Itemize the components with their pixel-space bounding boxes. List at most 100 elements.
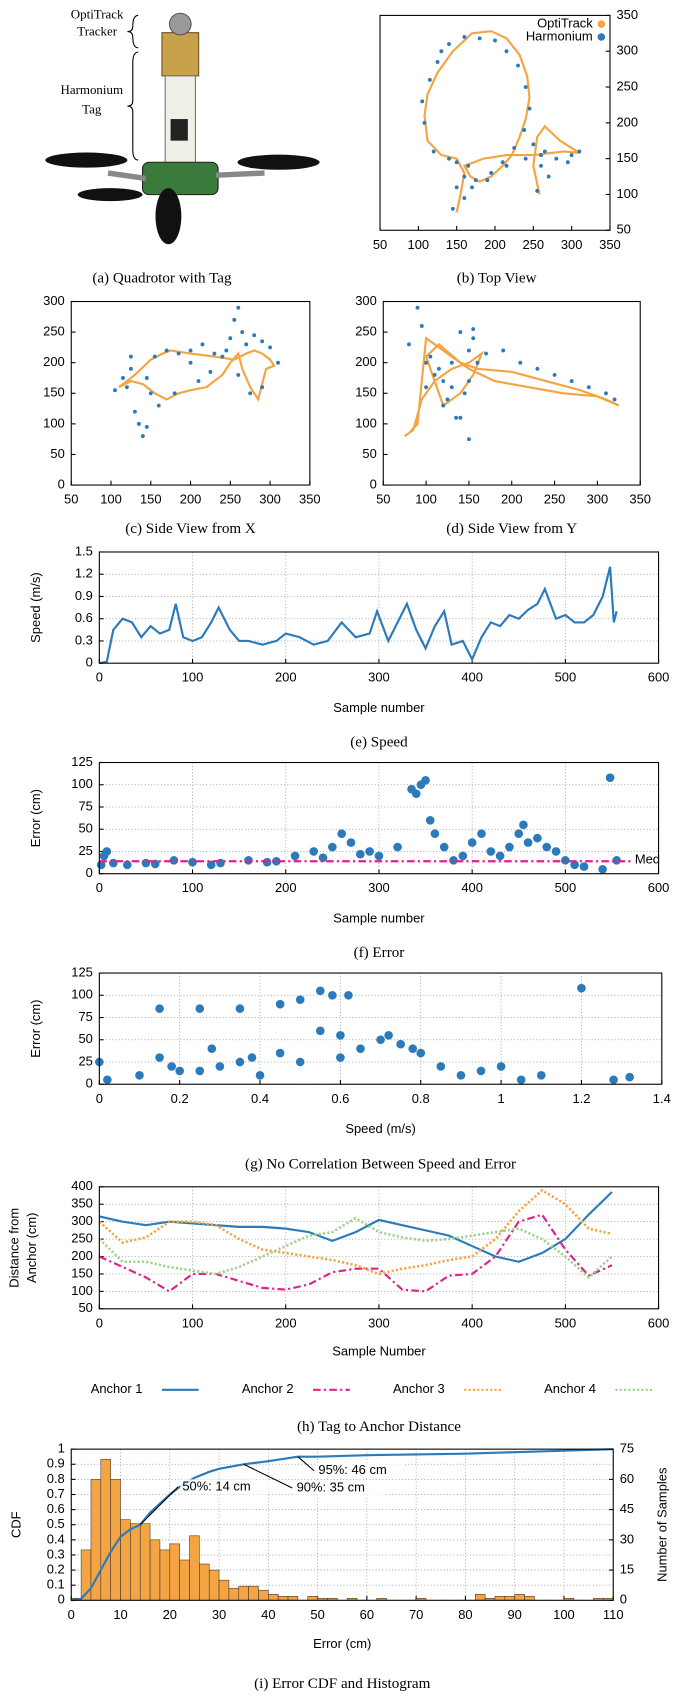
point [328, 842, 337, 852]
point [235, 1057, 245, 1067]
x-tick-label: 1.2 [572, 1091, 590, 1106]
x-tick-label: 500 [555, 1315, 577, 1330]
x-tick-label: 0.4 [251, 1091, 269, 1106]
point [504, 163, 509, 168]
photo-label: OptiTrack [71, 6, 124, 21]
point [411, 789, 421, 798]
x-tick-label: 200 [180, 492, 202, 507]
y-tick-label: 350 [616, 7, 638, 22]
bar [208, 1569, 220, 1601]
point [113, 388, 117, 393]
point [421, 775, 430, 785]
point [132, 409, 137, 414]
point [473, 178, 478, 183]
x-axis-label: Sample Number [332, 1343, 426, 1358]
y-tick-label: 0.4 [47, 1531, 65, 1546]
y2-tick-label: 15 [620, 1561, 634, 1576]
y-tick-label: 125 [71, 754, 93, 769]
x-tick-label: 300 [368, 670, 390, 685]
point [476, 1066, 486, 1076]
point [612, 397, 617, 402]
x-tick-label: 150 [140, 492, 162, 507]
point [456, 1071, 466, 1080]
point [176, 351, 181, 356]
point [425, 816, 435, 825]
y-tick-label: 125 [71, 964, 93, 979]
x-tick-label: 1 [497, 1091, 504, 1106]
x-axis-label: Sample number [333, 910, 425, 925]
point [470, 185, 474, 190]
point [128, 354, 133, 359]
series-line [404, 336, 620, 437]
x-tick-label: 0 [96, 880, 103, 895]
point [439, 49, 444, 54]
point [447, 42, 451, 47]
point [156, 403, 161, 408]
y-tick-label: 0 [86, 865, 93, 880]
x-tick-label: 10 [113, 1607, 127, 1622]
x-tick-label: 500 [555, 670, 577, 685]
y-tick-label: 0.8 [47, 1471, 65, 1486]
point [462, 391, 467, 396]
photo-panel: OptiTrack Tracker Harmonium Tag (a) Quad… [45, 6, 320, 286]
point [427, 77, 432, 82]
point [215, 1062, 225, 1071]
x-tick-label: 500 [555, 880, 577, 895]
series-line [98, 1213, 613, 1293]
legend-label: Anchor 4 [544, 1381, 596, 1396]
x-tick-label: 30 [212, 1607, 226, 1622]
point [195, 1004, 205, 1013]
bar [159, 1549, 171, 1601]
point [493, 38, 497, 43]
median-label: Med [635, 852, 660, 867]
point [604, 391, 608, 396]
point [466, 379, 471, 383]
caption: (f) Error [354, 945, 405, 961]
x-tick-label: 0 [96, 1091, 103, 1106]
point [542, 842, 552, 852]
plot-frame [382, 300, 641, 486]
caption: (h) Tag to Anchor Distance [297, 1419, 461, 1435]
y-tick-label: 150 [43, 385, 65, 400]
point [471, 327, 476, 331]
y-tick-label: 200 [71, 1248, 93, 1263]
y-tick-label: 150 [355, 385, 377, 400]
y-tick-label: 50 [616, 222, 630, 237]
point [535, 188, 540, 193]
y-axis-label: Speed (m/s) [28, 572, 43, 642]
annotation-arrow [243, 1463, 293, 1489]
point [535, 366, 540, 371]
plot-frame [70, 300, 311, 486]
y-tick-label: 50 [78, 1031, 92, 1046]
annotation: 50%: 14 cm [182, 1478, 250, 1493]
legend-label: Anchor 2 [242, 1381, 294, 1396]
y-tick-label: 300 [355, 293, 377, 308]
point [272, 856, 281, 866]
point [407, 342, 411, 347]
x-tick-label: 350 [299, 492, 321, 507]
point [374, 851, 384, 861]
point [522, 128, 527, 132]
point [124, 385, 129, 390]
x-tick-label: 600 [648, 670, 670, 685]
point [188, 360, 193, 365]
y-tick-label: 50 [50, 446, 64, 461]
bar [258, 1589, 269, 1601]
x-tick-label: 0 [96, 1315, 103, 1330]
x-tick-label: 200 [275, 880, 297, 895]
point [552, 372, 557, 377]
point [577, 983, 586, 993]
bar [514, 1593, 525, 1601]
point [436, 1062, 446, 1071]
point [436, 366, 441, 371]
point [355, 849, 365, 859]
point [439, 842, 449, 852]
bar [100, 1458, 111, 1601]
point [164, 348, 169, 353]
point [200, 342, 205, 347]
y-tick-label: 0.7 [47, 1486, 65, 1501]
y-tick-label: 0.6 [47, 1501, 65, 1516]
x-tick-label: 50 [64, 492, 78, 507]
point [512, 145, 517, 150]
